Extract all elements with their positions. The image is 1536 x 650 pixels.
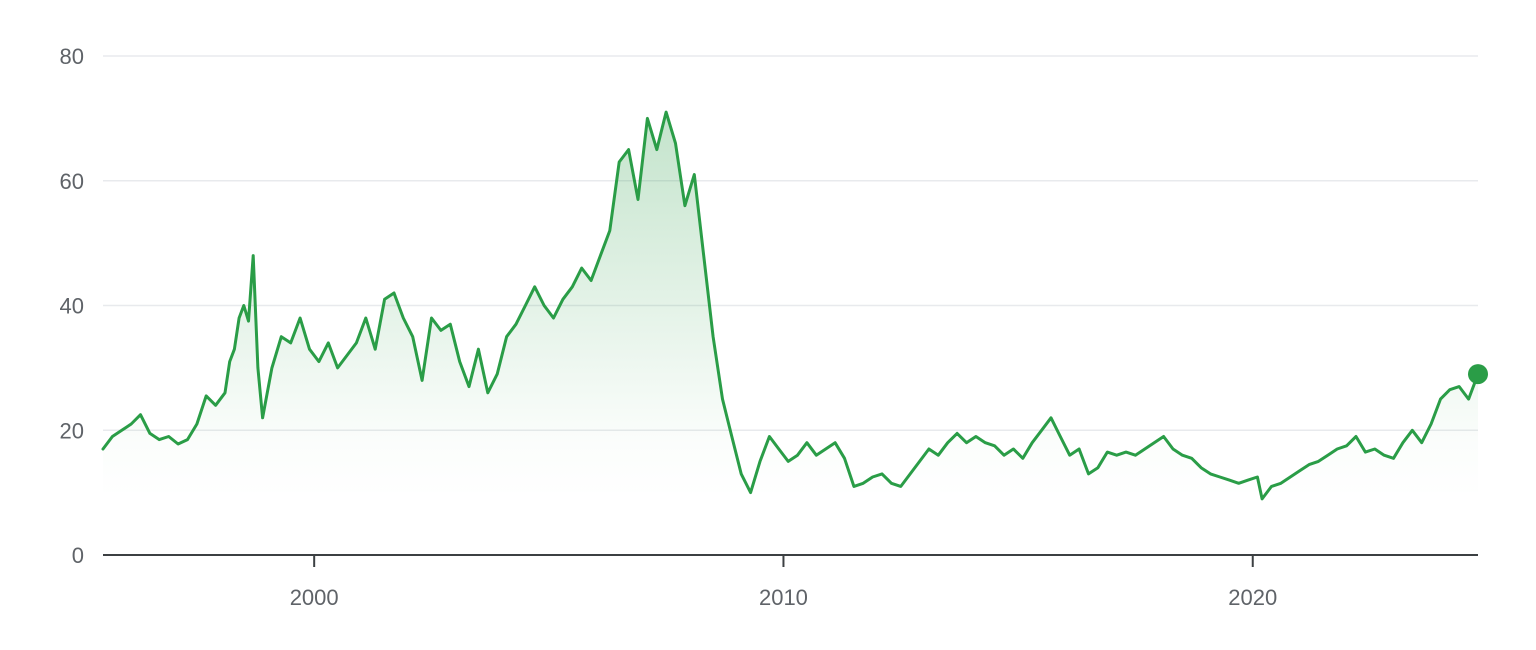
y-axis-labels: 0 20 40 60 80 <box>60 44 84 568</box>
current-value-marker[interactable] <box>1468 364 1488 385</box>
y-tick-label: 80 <box>60 44 84 69</box>
x-tick-label: 2020 <box>1228 585 1277 610</box>
current-value-marker-layer <box>1468 364 1488 385</box>
area-fill-layer <box>103 112 1478 499</box>
x-axis-labels: 2000 2010 2020 <box>290 585 1278 610</box>
series-line-layer <box>101 110 1480 501</box>
y-tick-label: 40 <box>60 294 84 319</box>
y-tick-label: 0 <box>72 543 84 568</box>
x-axis <box>103 554 1478 567</box>
x-tick-label: 2000 <box>290 585 339 610</box>
series-area-fill <box>103 112 1478 499</box>
grid-lines <box>103 55 1478 431</box>
x-tick-label: 2010 <box>759 585 808 610</box>
y-tick-label: 20 <box>60 418 84 443</box>
series-line <box>101 110 1480 501</box>
y-tick-label: 60 <box>60 169 84 194</box>
